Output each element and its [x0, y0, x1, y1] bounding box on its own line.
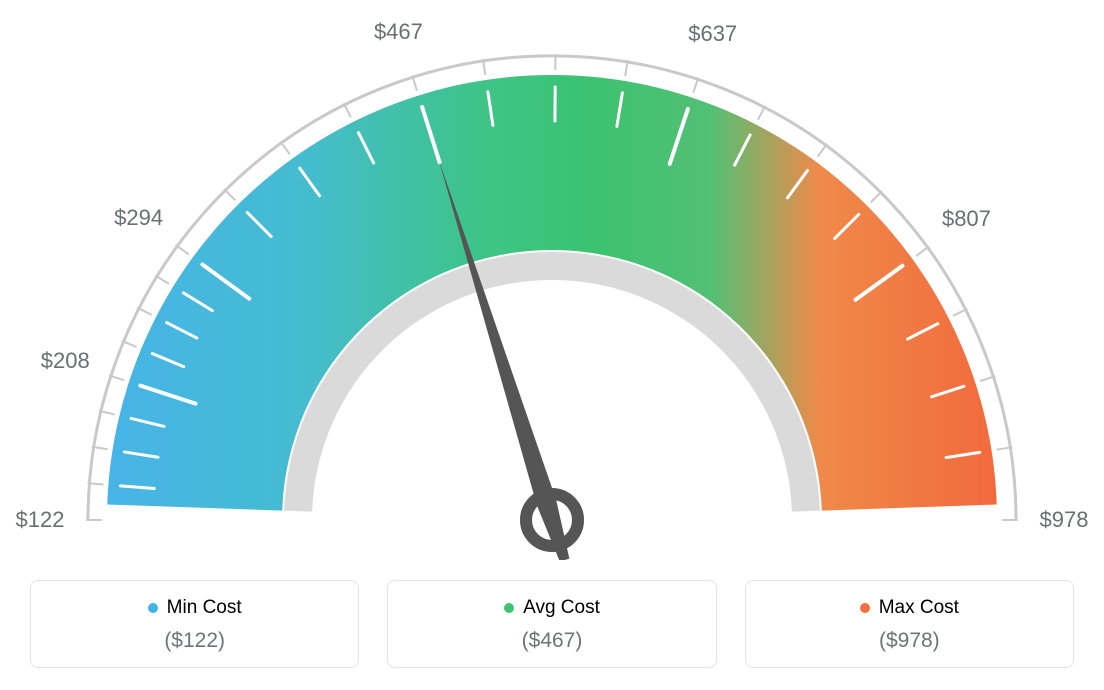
- legend-value: ($978): [756, 629, 1063, 653]
- legend-title-max: Max Cost: [860, 597, 959, 619]
- gauge-tick-label: $637: [688, 21, 737, 47]
- legend-label: Min Cost: [167, 597, 242, 619]
- legend-card-min: Min Cost ($122): [30, 580, 359, 668]
- gauge-svg: [0, 0, 1104, 560]
- dot-icon: [504, 603, 514, 613]
- gauge-tick-label: $208: [41, 348, 90, 374]
- dot-icon: [148, 603, 158, 613]
- legend-label: Max Cost: [879, 597, 959, 619]
- cost-gauge-chart: $122 $208 $294 $467 $637 $807 $978 Min Cost ($…: [0, 0, 1104, 690]
- legend-value: ($122): [41, 629, 348, 653]
- legend-row: Min Cost ($122) Avg Cost ($467) Max Cost…: [30, 580, 1074, 668]
- gauge-tick-label: $122: [16, 507, 65, 533]
- legend-title-avg: Avg Cost: [504, 597, 600, 619]
- gauge-tick-label: $807: [942, 206, 991, 232]
- legend-label: Avg Cost: [523, 597, 600, 619]
- legend-card-max: Max Cost ($978): [745, 580, 1074, 668]
- gauge-area: $122 $208 $294 $467 $637 $807 $978: [0, 0, 1104, 560]
- legend-card-avg: Avg Cost ($467): [387, 580, 716, 668]
- dot-icon: [860, 603, 870, 613]
- gauge-tick-label: $978: [1040, 507, 1089, 533]
- gauge-tick-label: $294: [114, 205, 163, 231]
- gauge-tick-label: $467: [374, 19, 423, 45]
- legend-value: ($467): [398, 629, 705, 653]
- legend-title-min: Min Cost: [148, 597, 242, 619]
